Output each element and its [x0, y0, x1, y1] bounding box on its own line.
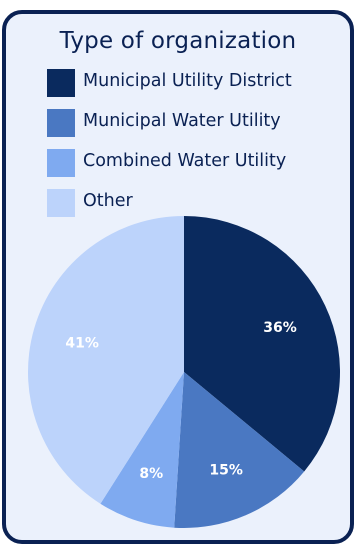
pie-label-0: 36% [263, 320, 297, 336]
chart-title: Type of organization [59, 28, 297, 54]
pie-slice-1 [174, 372, 305, 529]
legend-label-0: Municipal Utility District [83, 71, 292, 91]
pie-label-3: 41% [65, 335, 99, 351]
legend-label-1: Municipal Water Utility [83, 111, 281, 131]
legend-label-3: Other [83, 191, 133, 211]
pie-slice-0 [184, 216, 341, 472]
legend-swatch-1 [47, 109, 75, 137]
legend-swatch-0 [47, 69, 75, 97]
legend-label-2: Combined Water Utility [83, 151, 287, 171]
pie-chart: 36% 15% 8% 41% [28, 216, 341, 529]
pie-slice-2 [100, 372, 184, 528]
pie-slice-3 [28, 216, 185, 504]
chart-card: Type of organization Municipal Utility D… [2, 10, 354, 544]
pie-label-2: 8% [139, 466, 163, 482]
legend-swatch-3 [47, 189, 75, 217]
legend-swatch-2 [47, 149, 75, 177]
pie-label-1: 15% [209, 462, 243, 478]
